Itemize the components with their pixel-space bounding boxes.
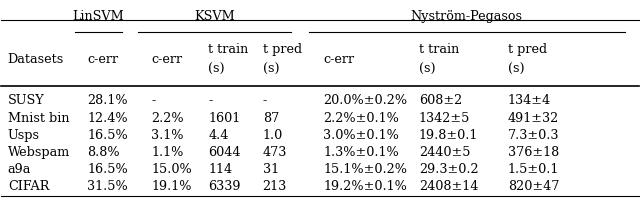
Text: 473: 473	[262, 146, 287, 159]
Text: 16.5%: 16.5%	[88, 129, 128, 142]
Text: 6339: 6339	[209, 180, 241, 193]
Text: LinSVM: LinSVM	[72, 10, 124, 23]
Text: 3.0%±0.1%: 3.0%±0.1%	[323, 129, 399, 142]
Text: 29.3±0.2: 29.3±0.2	[419, 163, 478, 176]
Text: 19.1%: 19.1%	[151, 180, 191, 193]
Text: 491±32: 491±32	[508, 112, 559, 125]
Text: 1.0: 1.0	[262, 129, 283, 142]
Text: 1601: 1601	[209, 112, 241, 125]
Text: c-err: c-err	[323, 53, 355, 66]
Text: 608±2: 608±2	[419, 94, 462, 107]
Text: 1.5±0.1: 1.5±0.1	[508, 163, 559, 176]
Text: 4.4: 4.4	[209, 129, 229, 142]
Text: 31: 31	[262, 163, 279, 176]
Text: KSVM: KSVM	[195, 10, 236, 23]
Text: 2.2%±0.1%: 2.2%±0.1%	[323, 112, 399, 125]
Text: SUSY: SUSY	[8, 94, 45, 107]
Text: 87: 87	[262, 112, 279, 125]
Text: 31.5%: 31.5%	[88, 180, 128, 193]
Text: 6044: 6044	[209, 146, 241, 159]
Text: -: -	[262, 94, 267, 107]
Text: c-err: c-err	[151, 53, 182, 66]
Text: Datasets: Datasets	[8, 53, 64, 66]
Text: (s): (s)	[419, 63, 435, 76]
Text: CIFAR: CIFAR	[8, 180, 49, 193]
Text: 1.3%±0.1%: 1.3%±0.1%	[323, 146, 399, 159]
Text: 2440±5: 2440±5	[419, 146, 470, 159]
Text: t train: t train	[209, 43, 249, 56]
Text: (s): (s)	[508, 63, 525, 76]
Text: t pred: t pred	[262, 43, 302, 56]
Text: (s): (s)	[262, 63, 279, 76]
Text: 19.2%±0.1%: 19.2%±0.1%	[323, 180, 407, 193]
Text: 7.3±0.3: 7.3±0.3	[508, 129, 559, 142]
Text: 134±4: 134±4	[508, 94, 551, 107]
Text: t pred: t pred	[508, 43, 547, 56]
Text: 12.4%: 12.4%	[88, 112, 128, 125]
Text: 19.8±0.1: 19.8±0.1	[419, 129, 478, 142]
Text: 2408±14: 2408±14	[419, 180, 478, 193]
Text: 15.1%±0.2%: 15.1%±0.2%	[323, 163, 407, 176]
Text: 213: 213	[262, 180, 287, 193]
Text: 1.1%: 1.1%	[151, 146, 184, 159]
Text: 28.1%: 28.1%	[88, 94, 128, 107]
Text: 3.1%: 3.1%	[151, 129, 184, 142]
Text: 820±47: 820±47	[508, 180, 559, 193]
Text: 15.0%: 15.0%	[151, 163, 192, 176]
Text: 8.8%: 8.8%	[88, 146, 120, 159]
Text: 20.0%±0.2%: 20.0%±0.2%	[323, 94, 407, 107]
Text: Usps: Usps	[8, 129, 40, 142]
Text: (s): (s)	[209, 63, 225, 76]
Text: 114: 114	[209, 163, 232, 176]
Text: c-err: c-err	[88, 53, 118, 66]
Text: t train: t train	[419, 43, 459, 56]
Text: Nyström-Pegasos: Nyström-Pegasos	[411, 10, 523, 23]
Text: -: -	[209, 94, 212, 107]
Text: Webspam: Webspam	[8, 146, 70, 159]
Text: a9a: a9a	[8, 163, 31, 176]
Text: 376±18: 376±18	[508, 146, 559, 159]
Text: 16.5%: 16.5%	[88, 163, 128, 176]
Text: Mnist bin: Mnist bin	[8, 112, 69, 125]
Text: 2.2%: 2.2%	[151, 112, 184, 125]
Text: 1342±5: 1342±5	[419, 112, 470, 125]
Text: -: -	[151, 94, 156, 107]
